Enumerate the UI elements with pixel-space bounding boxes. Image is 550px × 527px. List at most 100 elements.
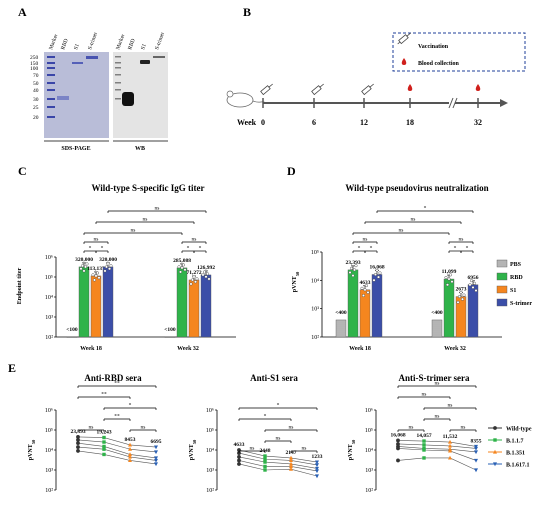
legend-label-s-trimer: S-trimer (510, 301, 532, 307)
animal-line-2 (397, 446, 477, 453)
bar-pbs-0 (335, 319, 347, 338)
wb-s1-band (140, 60, 150, 64)
bar-pbs-1 (164, 336, 176, 338)
data-label: 126,992 (197, 265, 215, 271)
sds-marker-bands (47, 56, 55, 118)
data-point (97, 276, 101, 280)
significance-bracket-5-label: ns (459, 237, 464, 243)
chart-title: Anti-S1 sera (250, 373, 298, 383)
marker-b16171 (154, 462, 158, 467)
data-label: 113,137 (87, 266, 105, 272)
legend-cd: PBS RBD S1 S-trimer (496, 259, 532, 307)
week-12: 12 (360, 118, 368, 127)
y-tick-label: 10⁴ (206, 448, 214, 454)
chart-d: 10² 10³ 10⁴ 10⁵ <400 <400 23,393 11,099 4633 2673… (311, 206, 502, 341)
marker-b1351 (448, 448, 452, 453)
significance-bracket-4-label: ns (409, 425, 414, 431)
bar-s1-0 (90, 275, 102, 338)
data-point (375, 268, 379, 272)
animal-line-3 (238, 460, 318, 472)
legend-label: B.1.351 (506, 451, 525, 457)
sds-page-gel (44, 52, 109, 138)
gmt-label: 6695 (151, 439, 162, 445)
y-axis-label: pVNT50 (28, 439, 36, 460)
data-point (470, 279, 474, 283)
data-point (104, 265, 108, 269)
data-point (377, 275, 381, 279)
y-tick-label: 10⁶ (45, 408, 53, 414)
data-point (201, 273, 205, 277)
panel-e-letter: E (8, 361, 16, 375)
data-label: <100 (164, 327, 176, 333)
legend-label-rbd: RBD (510, 275, 523, 281)
y-tick-label: 10⁶ (365, 408, 373, 414)
sds-page-label: SDS-PAGE (61, 146, 90, 152)
data-label: <400 (431, 310, 443, 316)
panel-a-gel (44, 52, 168, 138)
data-point (177, 265, 181, 269)
data-label: 23,393 (345, 260, 360, 266)
gmt-label: 8453 (125, 437, 136, 443)
y-tick-label: 10⁵ (311, 250, 319, 256)
data-point (374, 272, 378, 276)
marker-wild-type (237, 455, 241, 459)
mw-30: 30 (33, 97, 39, 103)
lane-sds-rbd: RBD (60, 38, 70, 51)
marker-b1351 (289, 458, 293, 463)
data-point (458, 295, 462, 299)
significance-bracket-1-label: * (264, 414, 267, 420)
legend-blood-collection: Blood collection (418, 61, 459, 67)
panel-d-letter: D (287, 164, 296, 178)
marker-b1351 (289, 464, 293, 469)
data-point (351, 274, 355, 278)
marker-wild-type (396, 446, 400, 451)
gmt-label: 14,057 (416, 433, 431, 439)
significance-bracket-1-label: * (101, 246, 104, 252)
data-point (362, 294, 366, 298)
data-point (192, 275, 196, 279)
significance-bracket-2-label: ns (94, 237, 99, 243)
significance-bracket-4-label: * (199, 246, 202, 252)
significance-bracket-6-label: ns (131, 228, 136, 234)
significance-bracket-3-label: ns (276, 436, 281, 442)
marker-b1351 (128, 454, 132, 459)
wb-strimer-band (153, 56, 165, 58)
syringe-icon (397, 32, 411, 45)
animal-line-1 (238, 452, 318, 466)
animal-line-1 (77, 439, 157, 453)
significance-bracket-1-label: * (370, 246, 373, 252)
timeline-legend-box (392, 32, 526, 72)
significance-bracket-7-label: ns (411, 217, 416, 223)
data-point (193, 280, 197, 284)
legend-swatch-rbd (496, 272, 508, 281)
marker-b16171 (474, 468, 478, 473)
data-point (366, 290, 370, 294)
y-tick-label: 10³ (45, 468, 53, 474)
marker-wild-type (76, 435, 80, 439)
bar-rbd-0 (347, 269, 359, 338)
significance-bracket-3-label: ** (114, 414, 120, 420)
y-tick-label: 10⁶ (45, 255, 53, 261)
marker-b16171 (315, 463, 319, 468)
marker-b1351 (289, 466, 293, 471)
marker-b117 (102, 435, 106, 440)
data-point (354, 264, 358, 268)
significance-bracket-4-label: * (466, 246, 469, 252)
marker-b117 (422, 439, 426, 443)
chart-e-2: Anti-S-trimer sera 10² 10³ 10⁴ 10⁵ 10⁶ pVNT50 1… (348, 373, 482, 494)
significance-bracket-0-label: * (358, 246, 361, 252)
blood-drop-wk32 (475, 84, 481, 91)
wb-marker-bands (115, 56, 121, 100)
significance-bracket-0-label: * (277, 403, 280, 409)
data-point (360, 286, 364, 290)
y-tick-label: 10⁵ (45, 275, 53, 281)
marker-b117 (102, 440, 106, 444)
week-6: 6 (312, 118, 316, 127)
data-point (363, 288, 367, 292)
chart-c-xlabels: Week 18 Week 32 (80, 346, 199, 352)
blood-drop-wk18 (407, 84, 413, 91)
data-point (474, 289, 478, 293)
marker-b117 (263, 468, 267, 472)
gmt-label: 16,068 (390, 432, 405, 438)
marker-b1351 (128, 446, 132, 451)
